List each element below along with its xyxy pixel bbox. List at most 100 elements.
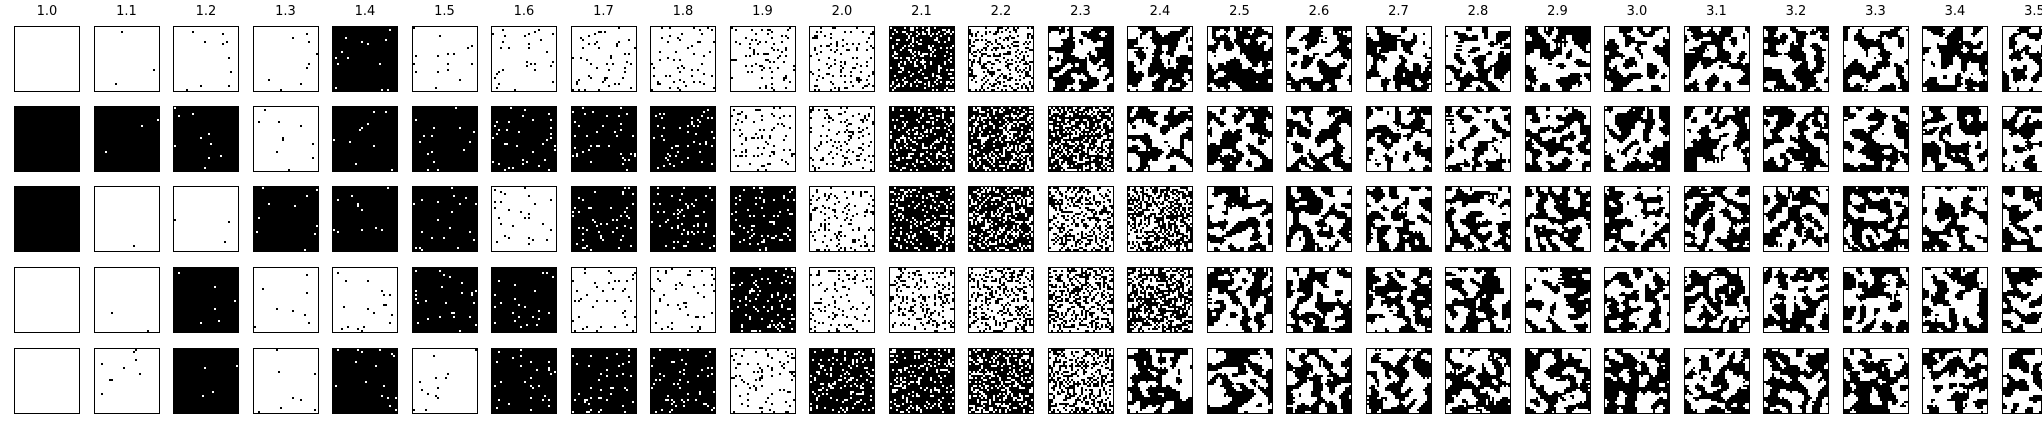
- lattice-panel: [1843, 106, 1909, 172]
- lattice-panel: [253, 26, 319, 92]
- lattice-panel: [1048, 106, 1114, 172]
- lattice-panel: [1207, 348, 1273, 414]
- lattice-panel: [1127, 267, 1193, 333]
- lattice-panel: [1763, 26, 1829, 92]
- lattice-panel: [650, 348, 716, 414]
- lattice-panel: [1604, 348, 1670, 414]
- column-label: 3.1: [1677, 4, 1757, 20]
- lattice-panel: [1604, 186, 1670, 252]
- lattice-panel: [571, 26, 637, 92]
- lattice-panel: [412, 186, 478, 252]
- lattice-panel: [2002, 186, 2042, 252]
- lattice-panel: [1366, 348, 1432, 414]
- lattice-panel: [94, 186, 160, 252]
- column-label: 3.2: [1756, 4, 1836, 20]
- lattice-panel: [650, 186, 716, 252]
- lattice-panel: [968, 186, 1034, 252]
- lattice-panel: [253, 186, 319, 252]
- lattice-panel: [412, 26, 478, 92]
- lattice-panel: [1048, 267, 1114, 333]
- lattice-panel: [1922, 106, 1988, 172]
- column-label: 2.9: [1518, 4, 1598, 20]
- column-label: 1.8: [643, 4, 723, 20]
- lattice-panel: [332, 186, 398, 252]
- lattice-panel: [1525, 106, 1591, 172]
- lattice-panel: [1048, 186, 1114, 252]
- column-label: 3.3: [1836, 4, 1916, 20]
- lattice-panel: [491, 348, 557, 414]
- column-label: 3.0: [1597, 4, 1677, 20]
- lattice-panel: [491, 26, 557, 92]
- lattice-panel: [253, 348, 319, 414]
- lattice-panel: [809, 186, 875, 252]
- lattice-panel: [332, 267, 398, 333]
- lattice-panel: [809, 26, 875, 92]
- lattice-panel: [1922, 267, 1988, 333]
- lattice-panel: [412, 267, 478, 333]
- lattice-panel: [332, 106, 398, 172]
- lattice-panel: [650, 26, 716, 92]
- lattice-panel: [968, 106, 1034, 172]
- lattice-panel: [968, 348, 1034, 414]
- lattice-panel: [1684, 267, 1750, 333]
- lattice-panel: [14, 26, 80, 92]
- lattice-panel: [412, 348, 478, 414]
- lattice-panel: [1525, 26, 1591, 92]
- lattice-panel: [1763, 348, 1829, 414]
- lattice-panel: [173, 106, 239, 172]
- lattice-panel: [1763, 186, 1829, 252]
- lattice-panel: [1048, 348, 1114, 414]
- column-label: 2.3: [1041, 4, 1121, 20]
- lattice-panel: [2002, 348, 2042, 414]
- lattice-panel: [730, 348, 796, 414]
- lattice-panel: [1684, 348, 1750, 414]
- lattice-panel: [94, 267, 160, 333]
- lattice-panel: [1843, 267, 1909, 333]
- lattice-panel: [1763, 267, 1829, 333]
- lattice-panel: [94, 348, 160, 414]
- lattice-panel: [1048, 26, 1114, 92]
- lattice-panel: [2002, 106, 2042, 172]
- lattice-panel: [968, 267, 1034, 333]
- lattice-panel: [1127, 186, 1193, 252]
- lattice-panel: [1445, 106, 1511, 172]
- lattice-panel: [94, 106, 160, 172]
- column-label: 2.4: [1120, 4, 1200, 20]
- lattice-panel: [412, 106, 478, 172]
- lattice-panel: [1127, 106, 1193, 172]
- column-label: 2.8: [1438, 4, 1518, 20]
- lattice-panel: [730, 267, 796, 333]
- lattice-panel: [1604, 267, 1670, 333]
- lattice-panel: [173, 267, 239, 333]
- lattice-panel: [1843, 348, 1909, 414]
- lattice-panel: [1843, 186, 1909, 252]
- lattice-panel: [889, 106, 955, 172]
- lattice-panel: [1843, 26, 1909, 92]
- lattice-panel: [253, 106, 319, 172]
- lattice-panel: [1763, 106, 1829, 172]
- lattice-panel: [809, 106, 875, 172]
- lattice-panel: [173, 186, 239, 252]
- lattice-panel: [173, 26, 239, 92]
- lattice-panel: [14, 186, 80, 252]
- column-label: 1.4: [325, 4, 405, 20]
- lattice-panel: [1207, 267, 1273, 333]
- lattice-panel: [730, 106, 796, 172]
- lattice-panel: [1525, 348, 1591, 414]
- lattice-panel: [571, 348, 637, 414]
- lattice-panel: [1286, 348, 1352, 414]
- column-label: 2.5: [1200, 4, 1280, 20]
- column-label: 2.6: [1279, 4, 1359, 20]
- lattice-panel: [1445, 348, 1511, 414]
- lattice-panel: [571, 267, 637, 333]
- lattice-panel: [1286, 186, 1352, 252]
- column-label: 2.0: [802, 4, 882, 20]
- lattice-panel: [809, 267, 875, 333]
- lattice-panel: [253, 267, 319, 333]
- lattice-panel: [650, 267, 716, 333]
- lattice-panel: [1445, 186, 1511, 252]
- lattice-panel: [1127, 26, 1193, 92]
- lattice-panel: [968, 26, 1034, 92]
- column-label: 1.0: [7, 4, 87, 20]
- lattice-panel: [1684, 26, 1750, 92]
